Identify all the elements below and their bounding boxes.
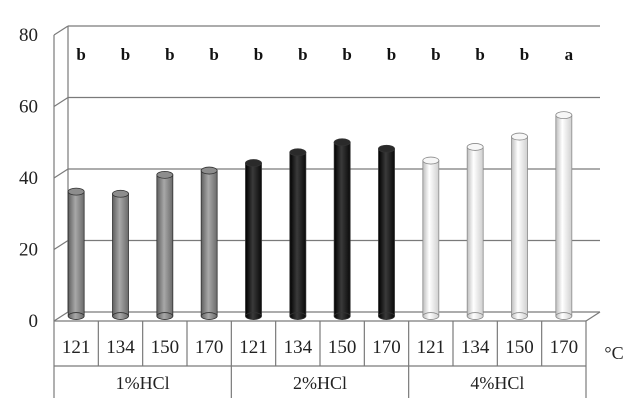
group-label: 2%HCl xyxy=(293,373,347,393)
bar-cap xyxy=(333,138,351,147)
bar-base xyxy=(289,312,307,320)
y-tick-label: 60 xyxy=(19,97,38,118)
significance-label: b xyxy=(298,45,307,64)
gridline-side xyxy=(53,96,69,108)
bar-base xyxy=(112,312,129,320)
y-tick-label: 80 xyxy=(19,25,38,46)
bar-cap xyxy=(67,187,85,196)
significance-label: b xyxy=(121,45,130,64)
bar-base xyxy=(156,312,174,320)
x-tick-label: 134 xyxy=(106,337,135,358)
x-unit-label: °C xyxy=(604,343,623,363)
x-tick-label: 121 xyxy=(239,337,268,358)
bar xyxy=(422,160,440,317)
gridline-side xyxy=(53,168,69,179)
bar-base xyxy=(67,312,85,320)
y-tick-label: 40 xyxy=(19,168,38,189)
bar-cap xyxy=(245,159,262,167)
significance-label: b xyxy=(431,45,440,64)
gridline-side xyxy=(53,25,69,36)
significance-label: b xyxy=(520,45,529,64)
x-tick-label: 121 xyxy=(417,337,446,358)
group-label: 4%HCl xyxy=(470,373,524,393)
significance-label: b xyxy=(165,45,174,64)
bar-cap xyxy=(112,189,129,198)
x-tick-label: 121 xyxy=(62,337,91,358)
bar-cap xyxy=(422,156,440,165)
y-tick-label: 20 xyxy=(19,240,38,261)
bar-base xyxy=(511,312,528,320)
x-tick-label: 134 xyxy=(284,337,313,358)
bar xyxy=(67,191,85,317)
significance-label: b xyxy=(76,45,85,64)
bar xyxy=(200,170,218,317)
bar-cap xyxy=(200,166,218,175)
bar xyxy=(378,148,395,317)
bar-cap xyxy=(555,111,573,120)
gridline-side xyxy=(53,239,69,251)
bar xyxy=(333,141,351,317)
bar xyxy=(511,136,528,317)
bar xyxy=(156,174,174,317)
y-tick-label: 0 xyxy=(29,311,39,332)
bar-base xyxy=(333,312,351,320)
bar-cap xyxy=(289,148,307,157)
x-tick-label: 170 xyxy=(195,337,224,358)
bar xyxy=(112,193,129,317)
bar xyxy=(555,114,573,317)
bar-base xyxy=(245,312,262,320)
x-tick-label: 150 xyxy=(151,337,180,358)
significance-label: b xyxy=(209,45,218,64)
x-tick-label: 170 xyxy=(372,337,401,358)
bar-base xyxy=(555,312,573,320)
x-tick-label: 150 xyxy=(328,337,357,358)
bar xyxy=(466,146,484,317)
bar-cap xyxy=(511,132,528,141)
x-tick-label: 134 xyxy=(461,337,490,358)
bar-cap xyxy=(156,170,174,179)
bar-base xyxy=(200,312,218,320)
significance-label: b xyxy=(387,45,396,64)
bar-base xyxy=(466,312,484,320)
bar-base xyxy=(378,312,395,320)
bar-base xyxy=(422,312,440,320)
significance-label: b xyxy=(254,45,263,64)
bar-cap xyxy=(378,144,395,153)
bar xyxy=(245,162,262,317)
bar-cap xyxy=(466,143,484,151)
x-tick-label: 170 xyxy=(550,337,579,358)
significance-label: b xyxy=(342,45,351,64)
significance-label: b xyxy=(475,45,484,64)
gridline-side xyxy=(53,311,69,322)
floor-right-edge xyxy=(585,311,601,322)
x-tick-label: 150 xyxy=(505,337,534,358)
bar xyxy=(289,151,307,317)
significance-label: a xyxy=(565,45,574,64)
group-label: 1%HCl xyxy=(116,373,170,393)
